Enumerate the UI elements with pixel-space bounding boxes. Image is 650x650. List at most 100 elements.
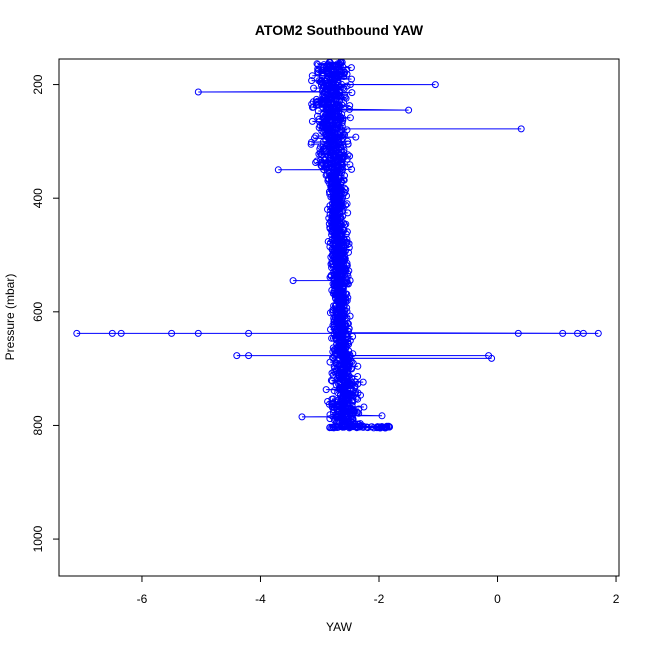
y-tick-label: 400: [31, 188, 45, 208]
data-point: [308, 77, 316, 85]
y-tick-label: 600: [31, 301, 45, 321]
data-point: [73, 329, 81, 337]
data-point: [315, 66, 323, 74]
x-tick-label: -2: [374, 592, 385, 606]
data-point: [345, 248, 352, 256]
data-point: [344, 140, 352, 148]
data-point: [344, 151, 352, 159]
data-point: [377, 424, 385, 432]
data-point: [322, 386, 330, 394]
y-tick-label: 1000: [31, 525, 45, 552]
data-point: [315, 150, 323, 158]
data-point: [330, 387, 338, 395]
x-tick-label: -4: [255, 592, 266, 606]
data-point: [233, 352, 241, 360]
x-tick-label: 0: [494, 592, 501, 606]
data-point: [378, 412, 386, 420]
data-point: [594, 329, 602, 337]
data-point: [334, 377, 342, 384]
data-point: [349, 398, 357, 406]
data-point: [335, 121, 342, 129]
data-point: [405, 106, 413, 114]
data-point: [117, 329, 125, 337]
x-axis-label: YAW: [326, 620, 353, 634]
data-point: [245, 329, 253, 337]
data-point: [378, 423, 386, 431]
data-point: [108, 329, 116, 337]
data-point: [364, 424, 372, 432]
data-point: [559, 329, 567, 337]
data-point: [327, 376, 335, 384]
data-point: [312, 159, 320, 166]
x-axis: -6 -4 -2 0 2: [137, 575, 620, 606]
data-point: [328, 264, 336, 272]
data-point: [343, 192, 350, 200]
data-point: [328, 334, 336, 342]
data-point: [318, 162, 326, 170]
chart-title: ATOM2 Southbound YAW: [255, 22, 424, 38]
data-point: [431, 81, 439, 89]
data-point: [354, 362, 362, 370]
data-point: [330, 424, 338, 432]
data-point: [245, 352, 253, 360]
plot-data-group: [73, 58, 602, 432]
data-point: [329, 423, 337, 431]
plot-frame: [58, 58, 620, 577]
y-tick-label: 200: [31, 74, 45, 94]
data-point: [339, 131, 347, 139]
data-point: [348, 89, 356, 97]
data-point: [320, 166, 328, 174]
data-point: [352, 133, 360, 141]
data-point: [308, 103, 316, 111]
data-point: [308, 72, 316, 80]
y-axis-label: Pressure (mbar): [3, 274, 17, 361]
data-point: [168, 329, 176, 337]
data-point: [346, 161, 354, 169]
data-point: [349, 423, 357, 431]
data-point: [194, 88, 202, 96]
data-point: [308, 117, 316, 125]
data-point: [344, 280, 352, 288]
data-point: [348, 165, 356, 173]
data-point: [344, 209, 352, 217]
data-point: [314, 65, 322, 73]
data-point: [274, 166, 282, 174]
data-point: [514, 329, 522, 337]
data-point: [346, 81, 354, 88]
data-point: [343, 155, 351, 163]
data-point: [332, 98, 340, 106]
data-point: [346, 114, 354, 122]
data-point: [355, 409, 363, 417]
data-point: [488, 354, 496, 362]
data-point: [194, 329, 202, 337]
data-point: [374, 423, 382, 431]
data-point: [326, 423, 334, 431]
data-point: [347, 64, 355, 72]
data-point: [332, 93, 340, 101]
data-point: [307, 140, 315, 148]
data-point: [298, 413, 306, 421]
x-tick-label: 2: [613, 592, 620, 606]
data-point: [314, 107, 322, 115]
data-point: [314, 61, 322, 69]
data-point: [326, 415, 334, 423]
data-point: [340, 73, 348, 80]
data-point: [345, 244, 353, 251]
y-tick-label: 800: [31, 415, 45, 435]
data-point: [346, 102, 354, 110]
data-point: [340, 423, 348, 431]
data-point: [289, 277, 297, 285]
data-point: [354, 423, 362, 431]
data-point: [385, 423, 393, 431]
data-point: [517, 125, 525, 133]
y-axis: 200 400 600 800 1000: [31, 74, 60, 552]
data-point: [312, 132, 320, 140]
data-point: [341, 93, 349, 101]
data-point: [344, 137, 352, 145]
data-point: [310, 84, 318, 92]
data-point: [346, 105, 353, 113]
data-point: [574, 329, 581, 337]
data-point: [316, 149, 324, 157]
x-tick-label: -6: [137, 592, 148, 606]
